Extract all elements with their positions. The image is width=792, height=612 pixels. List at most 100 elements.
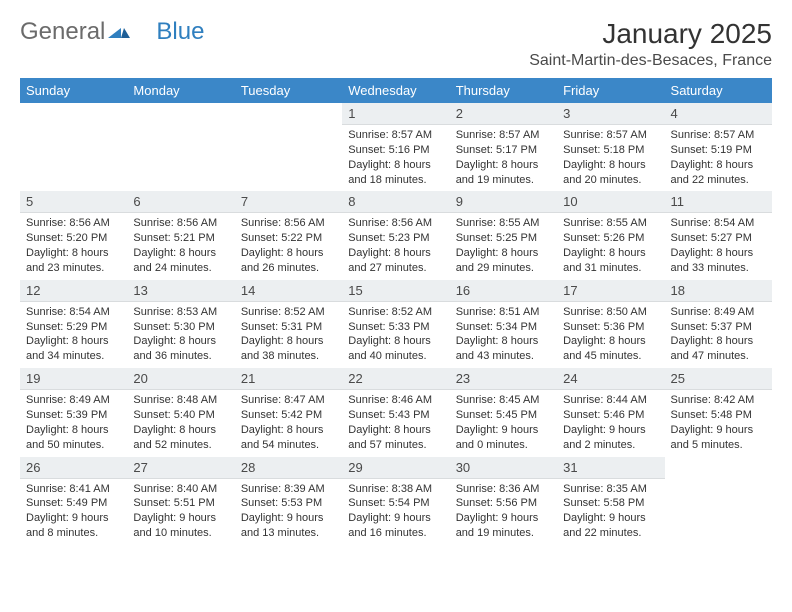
title-block: January 2025 Saint-Martin-des-Besaces, F… bbox=[529, 18, 772, 70]
day-details: Sunrise: 8:54 AMSunset: 5:27 PMDaylight:… bbox=[665, 213, 772, 279]
day-number: 6 bbox=[127, 191, 234, 213]
day-details: Sunrise: 8:45 AMSunset: 5:45 PMDaylight:… bbox=[450, 390, 557, 456]
day-details: Sunrise: 8:51 AMSunset: 5:34 PMDaylight:… bbox=[450, 302, 557, 368]
day-cell: 20Sunrise: 8:48 AMSunset: 5:40 PMDayligh… bbox=[127, 368, 234, 456]
day-header: Friday bbox=[557, 78, 664, 103]
day-number: 29 bbox=[342, 457, 449, 479]
day-number: 15 bbox=[342, 280, 449, 302]
day-cell bbox=[665, 457, 772, 545]
week-row: 12Sunrise: 8:54 AMSunset: 5:29 PMDayligh… bbox=[20, 280, 772, 368]
day-cell: 10Sunrise: 8:55 AMSunset: 5:26 PMDayligh… bbox=[557, 191, 664, 279]
day-cell: 2Sunrise: 8:57 AMSunset: 5:17 PMDaylight… bbox=[450, 103, 557, 191]
day-cell: 12Sunrise: 8:54 AMSunset: 5:29 PMDayligh… bbox=[20, 280, 127, 368]
day-number: 9 bbox=[450, 191, 557, 213]
day-cell: 8Sunrise: 8:56 AMSunset: 5:23 PMDaylight… bbox=[342, 191, 449, 279]
day-header: Sunday bbox=[20, 78, 127, 103]
day-number: 19 bbox=[20, 368, 127, 390]
week-row: 26Sunrise: 8:41 AMSunset: 5:49 PMDayligh… bbox=[20, 457, 772, 545]
day-details: Sunrise: 8:39 AMSunset: 5:53 PMDaylight:… bbox=[235, 479, 342, 545]
day-details: Sunrise: 8:56 AMSunset: 5:22 PMDaylight:… bbox=[235, 213, 342, 279]
day-cell: 23Sunrise: 8:45 AMSunset: 5:45 PMDayligh… bbox=[450, 368, 557, 456]
day-cell: 29Sunrise: 8:38 AMSunset: 5:54 PMDayligh… bbox=[342, 457, 449, 545]
day-number: 4 bbox=[665, 103, 772, 125]
day-number: 31 bbox=[557, 457, 664, 479]
week-row: 5Sunrise: 8:56 AMSunset: 5:20 PMDaylight… bbox=[20, 191, 772, 279]
day-cell: 26Sunrise: 8:41 AMSunset: 5:49 PMDayligh… bbox=[20, 457, 127, 545]
day-details: Sunrise: 8:41 AMSunset: 5:49 PMDaylight:… bbox=[20, 479, 127, 545]
day-number: 17 bbox=[557, 280, 664, 302]
day-details: Sunrise: 8:52 AMSunset: 5:33 PMDaylight:… bbox=[342, 302, 449, 368]
day-details: Sunrise: 8:48 AMSunset: 5:40 PMDaylight:… bbox=[127, 390, 234, 456]
day-cell: 13Sunrise: 8:53 AMSunset: 5:30 PMDayligh… bbox=[127, 280, 234, 368]
calendar-table: SundayMondayTuesdayWednesdayThursdayFrid… bbox=[20, 78, 772, 545]
day-number: 26 bbox=[20, 457, 127, 479]
day-cell: 25Sunrise: 8:42 AMSunset: 5:48 PMDayligh… bbox=[665, 368, 772, 456]
day-number: 22 bbox=[342, 368, 449, 390]
day-cell: 18Sunrise: 8:49 AMSunset: 5:37 PMDayligh… bbox=[665, 280, 772, 368]
day-details: Sunrise: 8:52 AMSunset: 5:31 PMDaylight:… bbox=[235, 302, 342, 368]
day-number: 16 bbox=[450, 280, 557, 302]
day-header-row: SundayMondayTuesdayWednesdayThursdayFrid… bbox=[20, 78, 772, 103]
day-number: 10 bbox=[557, 191, 664, 213]
day-cell: 15Sunrise: 8:52 AMSunset: 5:33 PMDayligh… bbox=[342, 280, 449, 368]
day-number: 24 bbox=[557, 368, 664, 390]
day-cell: 4Sunrise: 8:57 AMSunset: 5:19 PMDaylight… bbox=[665, 103, 772, 191]
day-cell: 24Sunrise: 8:44 AMSunset: 5:46 PMDayligh… bbox=[557, 368, 664, 456]
day-cell: 28Sunrise: 8:39 AMSunset: 5:53 PMDayligh… bbox=[235, 457, 342, 545]
day-number: 8 bbox=[342, 191, 449, 213]
day-cell: 3Sunrise: 8:57 AMSunset: 5:18 PMDaylight… bbox=[557, 103, 664, 191]
day-number: 18 bbox=[665, 280, 772, 302]
day-details: Sunrise: 8:56 AMSunset: 5:21 PMDaylight:… bbox=[127, 213, 234, 279]
day-header: Wednesday bbox=[342, 78, 449, 103]
day-cell: 21Sunrise: 8:47 AMSunset: 5:42 PMDayligh… bbox=[235, 368, 342, 456]
day-details: Sunrise: 8:40 AMSunset: 5:51 PMDaylight:… bbox=[127, 479, 234, 545]
logo-text-general: General bbox=[20, 18, 105, 46]
day-number: 2 bbox=[450, 103, 557, 125]
day-header: Monday bbox=[127, 78, 234, 103]
day-details: Sunrise: 8:57 AMSunset: 5:17 PMDaylight:… bbox=[450, 125, 557, 191]
day-cell: 9Sunrise: 8:55 AMSunset: 5:25 PMDaylight… bbox=[450, 191, 557, 279]
day-details: Sunrise: 8:56 AMSunset: 5:23 PMDaylight:… bbox=[342, 213, 449, 279]
day-cell: 27Sunrise: 8:40 AMSunset: 5:51 PMDayligh… bbox=[127, 457, 234, 545]
day-number: 28 bbox=[235, 457, 342, 479]
month-title: January 2025 bbox=[529, 18, 772, 50]
day-header: Saturday bbox=[665, 78, 772, 103]
day-cell: 17Sunrise: 8:50 AMSunset: 5:36 PMDayligh… bbox=[557, 280, 664, 368]
day-cell: 31Sunrise: 8:35 AMSunset: 5:58 PMDayligh… bbox=[557, 457, 664, 545]
day-number: 3 bbox=[557, 103, 664, 125]
day-details: Sunrise: 8:44 AMSunset: 5:46 PMDaylight:… bbox=[557, 390, 664, 456]
header: General Blue January 2025 Saint-Martin-d… bbox=[20, 18, 772, 70]
day-cell: 22Sunrise: 8:46 AMSunset: 5:43 PMDayligh… bbox=[342, 368, 449, 456]
day-cell: 6Sunrise: 8:56 AMSunset: 5:21 PMDaylight… bbox=[127, 191, 234, 279]
day-number: 12 bbox=[20, 280, 127, 302]
week-row: 1Sunrise: 8:57 AMSunset: 5:16 PMDaylight… bbox=[20, 103, 772, 191]
day-cell bbox=[235, 103, 342, 191]
day-number-empty bbox=[127, 103, 234, 124]
day-details: Sunrise: 8:46 AMSunset: 5:43 PMDaylight:… bbox=[342, 390, 449, 456]
day-number: 1 bbox=[342, 103, 449, 125]
day-details: Sunrise: 8:57 AMSunset: 5:18 PMDaylight:… bbox=[557, 125, 664, 191]
day-number: 21 bbox=[235, 368, 342, 390]
day-details: Sunrise: 8:56 AMSunset: 5:20 PMDaylight:… bbox=[20, 213, 127, 279]
day-cell: 7Sunrise: 8:56 AMSunset: 5:22 PMDaylight… bbox=[235, 191, 342, 279]
location: Saint-Martin-des-Besaces, France bbox=[529, 52, 772, 70]
logo-text-blue: Blue bbox=[156, 18, 204, 46]
day-number: 27 bbox=[127, 457, 234, 479]
day-details: Sunrise: 8:42 AMSunset: 5:48 PMDaylight:… bbox=[665, 390, 772, 456]
day-cell: 16Sunrise: 8:51 AMSunset: 5:34 PMDayligh… bbox=[450, 280, 557, 368]
day-details: Sunrise: 8:50 AMSunset: 5:36 PMDaylight:… bbox=[557, 302, 664, 368]
day-cell: 14Sunrise: 8:52 AMSunset: 5:31 PMDayligh… bbox=[235, 280, 342, 368]
day-details: Sunrise: 8:57 AMSunset: 5:16 PMDaylight:… bbox=[342, 125, 449, 191]
day-number: 30 bbox=[450, 457, 557, 479]
day-number: 7 bbox=[235, 191, 342, 213]
day-number: 14 bbox=[235, 280, 342, 302]
day-cell bbox=[20, 103, 127, 191]
day-details: Sunrise: 8:47 AMSunset: 5:42 PMDaylight:… bbox=[235, 390, 342, 456]
logo-mark-icon bbox=[108, 17, 130, 45]
day-cell: 19Sunrise: 8:49 AMSunset: 5:39 PMDayligh… bbox=[20, 368, 127, 456]
day-details: Sunrise: 8:55 AMSunset: 5:25 PMDaylight:… bbox=[450, 213, 557, 279]
day-header: Tuesday bbox=[235, 78, 342, 103]
day-number-empty bbox=[665, 457, 772, 478]
day-details: Sunrise: 8:49 AMSunset: 5:39 PMDaylight:… bbox=[20, 390, 127, 456]
day-details: Sunrise: 8:57 AMSunset: 5:19 PMDaylight:… bbox=[665, 125, 772, 191]
